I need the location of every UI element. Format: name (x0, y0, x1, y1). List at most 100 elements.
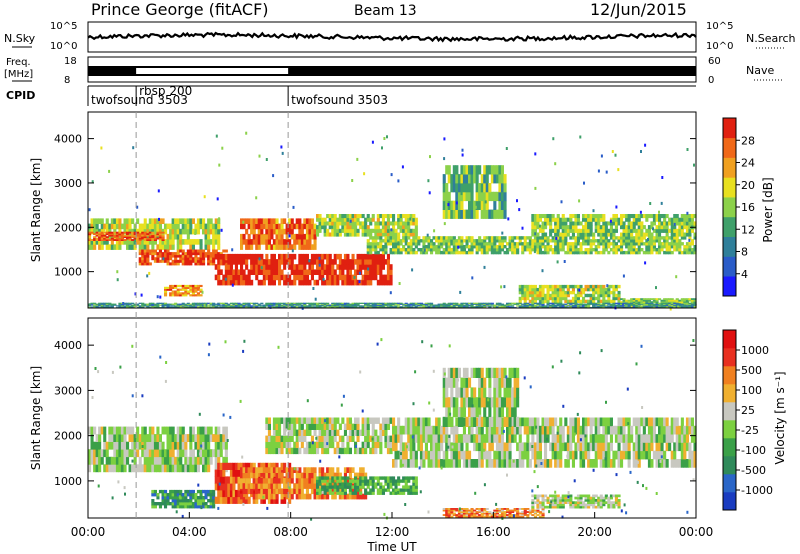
echo-cell (336, 232, 340, 237)
echo-cell (189, 502, 193, 506)
echo-cell (321, 225, 325, 230)
echo-cell (169, 306, 173, 308)
echo-cell (607, 287, 611, 292)
echo-cell (161, 218, 165, 224)
echo-cell (141, 237, 145, 240)
echo-cell (663, 305, 667, 307)
echo-cell (242, 279, 246, 286)
echo-cell (541, 232, 545, 237)
echo-cell (265, 244, 269, 250)
echo-cell (265, 305, 269, 307)
echo-cell (174, 223, 178, 230)
echo-cell (171, 505, 175, 509)
echo-cell (675, 299, 679, 302)
echo-cell (599, 306, 603, 308)
echo-cell (468, 236, 472, 240)
echo-cell (582, 214, 586, 219)
echo-cell (359, 221, 363, 226)
echo-cell (262, 233, 266, 240)
echo-cell (300, 493, 304, 500)
echo-cell (184, 499, 188, 503)
echo-cell (614, 245, 618, 249)
echo-cell (402, 236, 406, 240)
nsearch-tick-low: 10^0 (706, 41, 733, 52)
echo-cell (642, 304, 646, 306)
echo-cell (673, 214, 677, 219)
echo-cell (115, 223, 119, 230)
echo-cell (670, 306, 674, 308)
echo-cell (685, 302, 689, 304)
echo-cell (146, 456, 150, 465)
echo-cell (518, 304, 522, 306)
echo-cell (234, 476, 238, 484)
echo-cell (115, 231, 119, 234)
echo-cell (217, 476, 221, 484)
echo-cell (184, 306, 188, 308)
echo-cell (176, 493, 180, 497)
echo-cell (655, 239, 659, 243)
echo-cell (272, 467, 276, 473)
echo-cell (556, 293, 560, 298)
echo-cell (217, 244, 221, 250)
echo-cell (647, 301, 651, 304)
echo-cell (148, 239, 152, 245)
echo-cell (465, 242, 469, 246)
echo-cell (394, 303, 398, 305)
echo-cell (579, 250, 583, 255)
echo-cell (323, 228, 327, 233)
echo-cell (630, 250, 634, 255)
echo-cell (366, 253, 370, 260)
echo-cell (313, 223, 317, 230)
echo-cell (576, 293, 580, 298)
echo-cell (161, 231, 165, 234)
echo-cell (579, 232, 583, 237)
echo-cell (222, 426, 226, 435)
echo-cell (184, 257, 188, 261)
echo-cell (237, 304, 241, 306)
echo-cell (194, 441, 198, 450)
echo-cell (151, 502, 155, 506)
echo-cell (612, 293, 616, 298)
echo-cell (470, 165, 474, 175)
echo-cell (181, 305, 185, 307)
echo-cell (559, 304, 563, 306)
echo-cell (582, 228, 586, 233)
echo-cell (468, 183, 472, 193)
echo-cell (680, 217, 684, 222)
echo-cell (283, 239, 287, 245)
echo-cell (493, 245, 497, 249)
echo-cell (632, 299, 636, 302)
echo-cell (680, 225, 684, 230)
echo-cell (518, 306, 522, 308)
echo-cell (176, 239, 180, 245)
echo-cell (343, 253, 347, 260)
echo-cell (397, 236, 401, 240)
echo-cell (207, 218, 211, 224)
echo-cell (298, 303, 302, 305)
echo-cell (252, 305, 256, 307)
echo-cell (191, 306, 195, 308)
echo-cell (652, 236, 656, 240)
echo-cell (280, 274, 284, 281)
echo-cell (584, 248, 588, 252)
echo-cell (640, 302, 644, 304)
echo-cell (184, 223, 188, 230)
echo-cell (678, 304, 682, 306)
echo-cell (412, 236, 416, 240)
nsearch-tick-high: 10^5 (706, 21, 733, 32)
echo-cell (240, 462, 244, 470)
echo-cell (105, 239, 109, 241)
echo-point (443, 222, 446, 226)
echo-cell (381, 303, 385, 305)
echo-cell (103, 464, 107, 473)
echo-cell (480, 191, 484, 202)
echo-cell (169, 284, 173, 288)
echo-cell (103, 426, 107, 435)
echo-cell (214, 441, 218, 450)
echo-cell (500, 165, 504, 175)
freq-band (88, 66, 696, 76)
echo-cell (627, 217, 631, 222)
echo-cell (366, 305, 370, 307)
echo-cell (485, 236, 489, 240)
